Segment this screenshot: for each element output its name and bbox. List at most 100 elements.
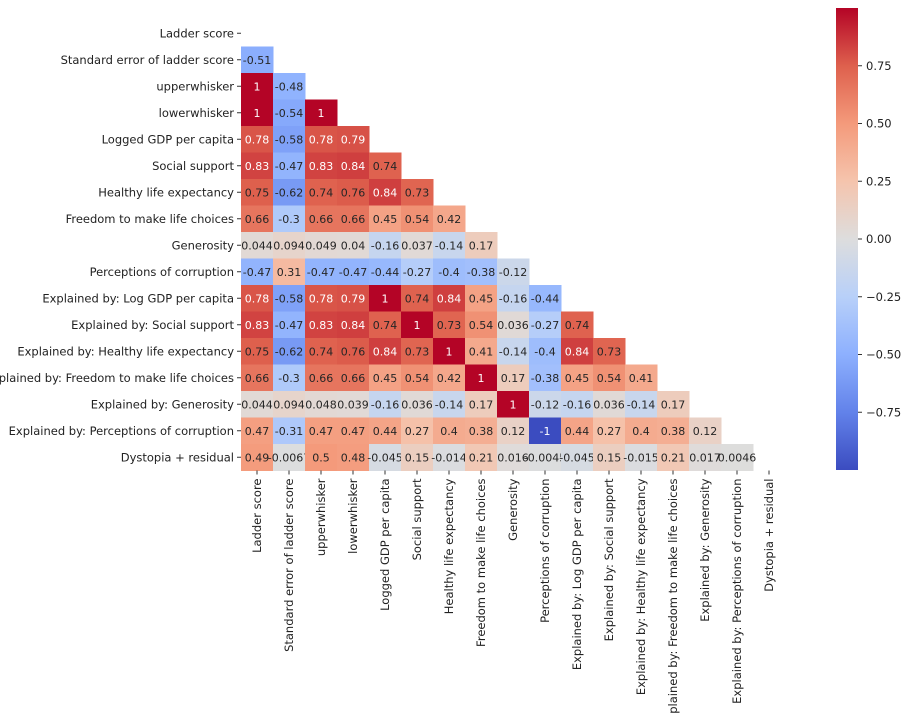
cell-value-label: 0.78 [245,292,270,305]
cell-value-label: -0.47 [339,266,367,279]
heatmap-cell [497,417,530,445]
cell-value-label: -0.58 [275,292,303,305]
cell-value-label: 0.66 [341,213,366,226]
cell-value-label: 0.74 [405,292,430,305]
heatmap-cell [369,179,402,206]
heatmap-cell [369,285,402,312]
heatmap-cell [497,258,530,286]
heatmap-cell [401,338,434,365]
cell-value-label: 0.47 [309,425,334,438]
heatmap-cell [273,364,306,392]
cell-value-label: 0.48 [341,451,366,464]
cell-value-label: -0.4 [438,266,459,279]
cell-value-label: 0.84 [373,186,398,199]
cell-value-label: 0.83 [309,160,334,173]
cell-value-label: 0.84 [373,345,398,358]
cell-value-label: 0.036 [401,398,433,411]
heatmap-cell [305,338,338,365]
cell-value-label: 0.31 [277,266,302,279]
heatmap-cell [369,391,402,418]
heatmap-cell [241,152,274,180]
cell-value-label: 0.47 [245,425,270,438]
cell-value-label: -0.51 [243,54,271,67]
cell-value-label: 0.74 [309,345,334,358]
heatmap-cell [337,205,370,233]
cell-value-label: -0.47 [275,319,303,332]
heatmap-cell [497,364,530,392]
heatmap-cell [689,417,722,445]
cell-value-label: 0.84 [341,160,366,173]
heatmap-cell [529,364,562,392]
y-tick-label: lowerwhisker [159,106,235,120]
cell-value-label: 0.49 [245,451,270,464]
cell-value-label: 0.12 [501,425,526,438]
y-tick-label: Freedom to make life choices [66,212,234,226]
heatmap-cell [273,391,306,418]
heatmap-cell [369,232,402,259]
cell-value-label: 0.15 [597,451,622,464]
x-tick-label: Dystopia + residual [762,479,776,592]
cell-value-label: 0.21 [661,451,686,464]
heatmap-cell [241,364,274,392]
heatmap-cell [561,444,594,471]
cell-value-label: 0.0046 [718,451,757,464]
cell-value-label: -0.14 [435,239,463,252]
cell-value-label: 0.27 [597,425,622,438]
heatmap-cell [369,338,402,365]
heatmap-cell [497,338,530,365]
cell-value-label: -0.47 [275,160,303,173]
colorbar-tick-label: −0.50 [866,348,901,362]
cell-value-label: 1 [510,398,517,411]
cell-value-label: 0.38 [661,425,686,438]
x-tick-label: Explained by: Generosity [698,478,712,621]
cell-value-label: -0.44 [371,266,399,279]
heatmap-cell [337,364,370,392]
cell-value-label: 0.15 [405,451,430,464]
cell-value-label: 1 [414,319,421,332]
heatmap-cell [305,285,338,312]
cell-value-label: 0.044 [241,398,273,411]
heatmap-cell [273,444,306,471]
cell-value-label: 0.016 [497,451,529,464]
cell-value-label: -0.14 [499,345,527,358]
heatmap-cell [273,417,306,445]
cell-value-label: 0.4 [632,425,650,438]
heatmap-cell [401,311,434,339]
cell-value-label: 0.049 [305,239,337,252]
heatmap-cell [497,391,530,418]
cell-value-label: 0.41 [629,372,654,385]
heatmap-cell [369,258,402,286]
cell-value-label: 0.036 [593,398,625,411]
heatmap-cell [401,285,434,312]
heatmap-cell [529,444,562,471]
heatmap-cell [305,311,338,339]
heatmap-cell [241,391,274,418]
cell-value-label: 0.74 [309,186,334,199]
heatmap-cell [305,391,338,418]
y-tick-label: Generosity [172,238,235,252]
heatmap-cell [593,444,626,471]
heatmap-cell [241,73,274,100]
colorbar-tick-label: 0.25 [866,174,892,188]
heatmap-cell [433,391,466,418]
cell-value-label: -0.14 [627,398,655,411]
heatmap-cell [337,311,370,339]
cell-value-label: 0.83 [309,319,334,332]
heatmap-cell [625,417,658,445]
heatmap-cell [337,391,370,418]
cell-value-label: -0.12 [531,398,559,411]
heatmap-cell [465,391,498,418]
cell-value-label: -0.44 [531,292,559,305]
cell-value-label: 0.78 [309,292,334,305]
cell-value-label: 0.66 [245,372,270,385]
x-tick-label: Explained by: Healthy life expectancy [634,478,648,695]
cell-value-label: 0.27 [405,425,430,438]
cell-value-label: 1 [254,80,261,93]
cell-value-label: -0.14 [435,398,463,411]
cell-value-label: 1 [254,107,261,120]
x-axis-labels: Ladder score Standard error of ladder sco… [250,470,776,713]
heatmap-cell [241,258,274,286]
heatmap-cell [241,232,274,259]
heatmap-cell [273,73,306,100]
